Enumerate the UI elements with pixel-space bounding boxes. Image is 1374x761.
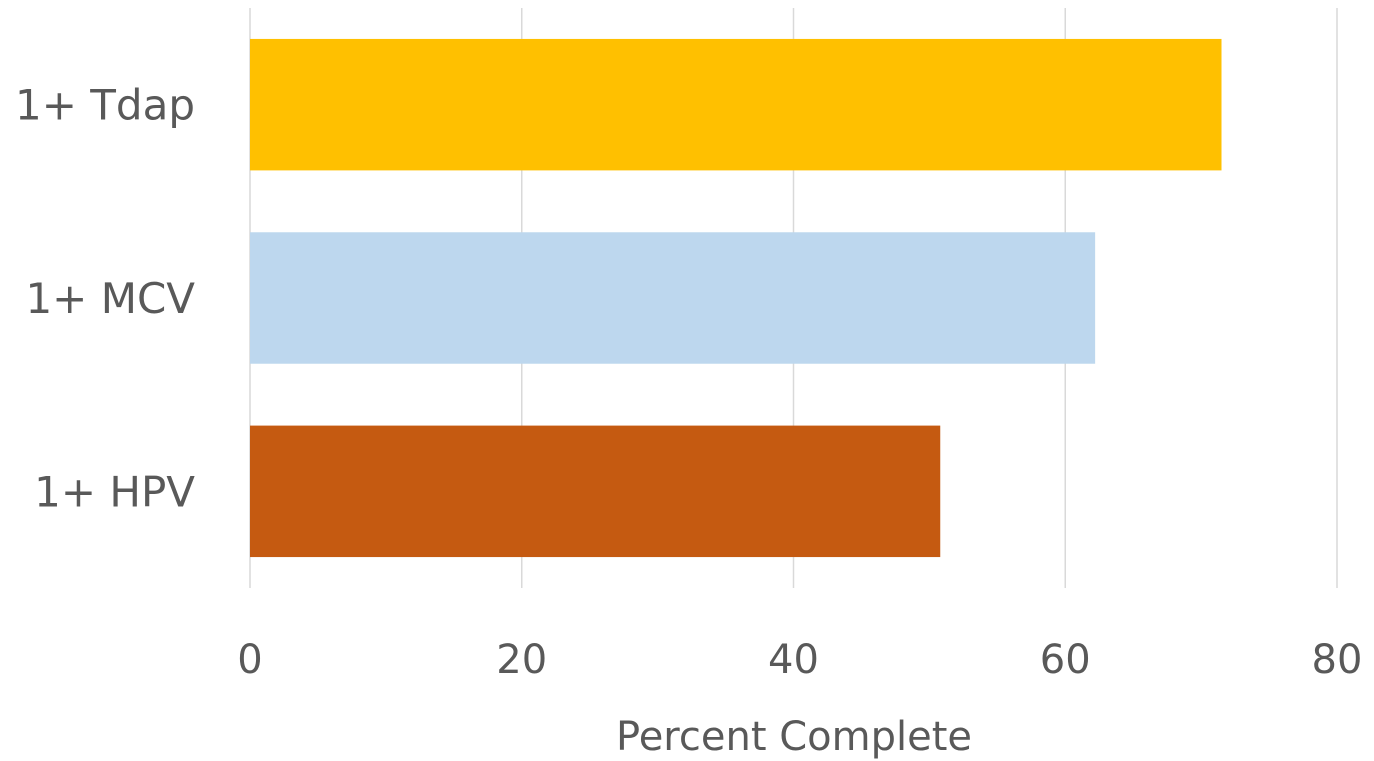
category-label-1-mcv: 1+ MCV xyxy=(25,274,195,323)
x-tick-label-0: 0 xyxy=(237,637,262,683)
bars xyxy=(250,38,1222,558)
bar-1-mcv xyxy=(250,232,1096,364)
x-tick-label-20: 20 xyxy=(496,637,547,683)
category-label-1-hpv: 1+ HPV xyxy=(34,467,195,516)
x-tick-labels: 0 20 40 60 80 xyxy=(237,637,1362,683)
bar-1-hpv xyxy=(250,425,941,558)
category-labels: 1+ Tdap 1+ MCV 1+ HPV xyxy=(15,81,195,517)
x-tick-label-60: 60 xyxy=(1040,637,1091,683)
bar-1-tdap xyxy=(250,38,1222,171)
x-axis-title: Percent Complete xyxy=(616,714,972,760)
category-label-1-tdap: 1+ Tdap xyxy=(15,81,195,130)
x-tick-label-80: 80 xyxy=(1312,637,1363,683)
x-tick-label-40: 40 xyxy=(768,637,819,683)
